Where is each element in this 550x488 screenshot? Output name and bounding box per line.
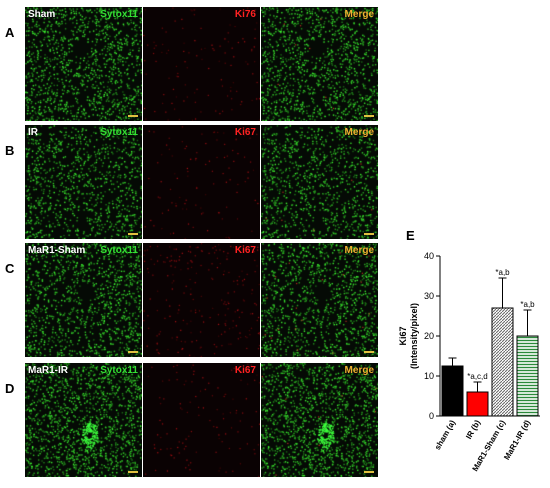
micrograph-canvas (261, 125, 378, 239)
ki67-image: Ki76 (143, 7, 260, 121)
micrograph-canvas (261, 363, 378, 477)
micrograph-row-d: MaR1-IR Sytox11 Ki67 Merge (25, 363, 380, 477)
micrograph-row-a: Sham Sytox11 Ki76 Merge (25, 7, 380, 121)
merge-channel-label: Merge (344, 365, 374, 376)
significance-annotation: *a,c,d (467, 372, 487, 381)
x-tick-label: IR (b) (464, 418, 482, 440)
bar-chart: E 0 10 20 30 40 Ki67 (Intensity/pixel) sham (a)… (398, 228, 540, 473)
micrograph-canvas (25, 125, 142, 239)
scale-bar (364, 351, 374, 353)
bar-chart-panel: E 0 10 20 30 40 Ki67 (Intensity/pixel) sham (a)… (388, 225, 550, 483)
y-axis-label: Ki67 (398, 326, 408, 345)
chart-panel-letter: E (406, 228, 415, 243)
condition-label: MaR1-Sham (28, 245, 86, 256)
y-tick-label: 10 (424, 371, 434, 381)
scale-bar (128, 233, 138, 235)
micrograph-canvas (143, 7, 260, 121)
ki67-image: Ki67 (143, 363, 260, 477)
y-axis-label-units: (Intensity/pixel) (409, 303, 419, 369)
sytox-channel-label: Sytox11 (100, 9, 138, 20)
sytox-image: MaR1-IR Sytox11 (25, 363, 142, 477)
panel-letter-b: B (5, 143, 15, 158)
merge-channel-label: Merge (344, 9, 374, 20)
micrograph-row-b: IR Sytox11 Ki67 Merge (25, 125, 380, 239)
sytox-channel-label: Sytox11 (100, 365, 138, 376)
significance-annotation: *a,b (495, 268, 510, 277)
merge-channel-label: Merge (344, 245, 374, 256)
merge-image: Merge (261, 125, 378, 239)
x-tick-label: MaR1-IR (d) (502, 418, 532, 461)
significance-annotation: *a,b (520, 300, 535, 309)
micrograph-canvas (143, 243, 260, 357)
y-tick-label: 20 (424, 331, 434, 341)
panel-letter-a: A (5, 25, 15, 40)
micrograph-canvas (261, 243, 378, 357)
merge-image: Merge (261, 7, 378, 121)
scale-bar (364, 233, 374, 235)
micrograph-canvas (261, 7, 378, 121)
ki67-channel-label: Ki67 (234, 245, 256, 256)
y-tick-label: 30 (424, 291, 434, 301)
scale-bar (128, 471, 138, 473)
sytox-channel-label: Sytox11 (100, 245, 138, 256)
merge-image: Merge (261, 363, 378, 477)
ki67-image: Ki67 (143, 243, 260, 357)
merge-image: Merge (261, 243, 378, 357)
condition-label: IR (28, 127, 38, 138)
micrograph-row-c: MaR1-Sham Sytox11 Ki67 Merge (25, 243, 380, 357)
micrograph-canvas (143, 363, 260, 477)
ki67-channel-label: Ki67 (234, 127, 256, 138)
scale-bar (364, 115, 374, 117)
sytox-image: MaR1-Sham Sytox11 (25, 243, 142, 357)
y-tick-label: 40 (424, 251, 434, 261)
micrograph-canvas (25, 243, 142, 357)
ki67-image: Ki67 (143, 125, 260, 239)
sytox-channel-label: Sytox11 (100, 127, 138, 138)
condition-label: MaR1-IR (28, 365, 69, 376)
bar (491, 307, 514, 417)
ki67-channel-label: Ki67 (234, 365, 256, 376)
bar (516, 335, 539, 417)
sytox-image: Sham Sytox11 (25, 7, 142, 121)
condition-label: Sham (28, 9, 56, 20)
scale-bar (128, 115, 138, 117)
scale-bar (128, 351, 138, 353)
panel-letter-d: D (5, 381, 15, 396)
merge-channel-label: Merge (344, 127, 374, 138)
bar (466, 391, 489, 417)
scale-bar (364, 471, 374, 473)
y-tick-label: 0 (429, 411, 434, 421)
panel-letter-c: C (5, 261, 15, 276)
micrograph-canvas (25, 363, 142, 477)
ki67-channel-label: Ki76 (234, 9, 256, 20)
x-tick-label: sham (a) (433, 418, 457, 451)
sytox-image: IR Sytox11 (25, 125, 142, 239)
bar (441, 365, 464, 417)
micrograph-canvas (25, 7, 142, 121)
micrograph-canvas (143, 125, 260, 239)
